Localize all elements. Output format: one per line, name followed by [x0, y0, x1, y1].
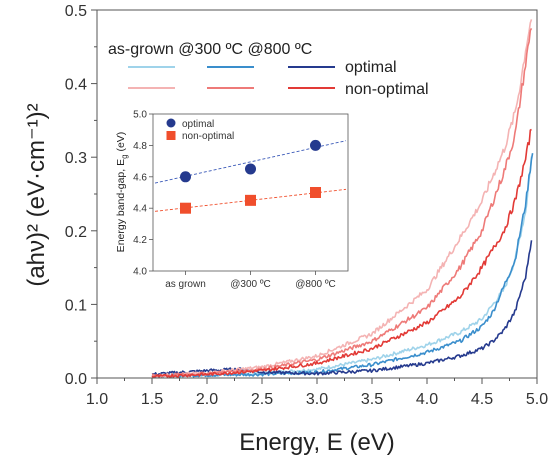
y-tick-label: 0.1: [65, 297, 87, 314]
inset-y-axis-title-subscript: g: [120, 154, 129, 158]
inset-legend-marker-optimal: [166, 118, 176, 128]
inset-point-optimal: [245, 163, 256, 175]
inset-y-axis-title-main: Energy band-gap, E: [115, 159, 127, 252]
inset-y-axis-title-unit: (eV): [115, 132, 127, 155]
legend-label-optimal: optimal: [345, 59, 397, 76]
inset-background: [108, 102, 358, 300]
inset-x-tick-label: @800 ºC: [295, 279, 336, 290]
inset-legend-label-optimal: optimal: [182, 119, 214, 130]
x-tick-label: 2.0: [196, 391, 218, 408]
series-line-3: [151, 19, 533, 378]
series-line-2: [151, 240, 533, 376]
inset-point-optimal: [180, 171, 191, 183]
series-line-1: [151, 153, 534, 378]
inset-point-non-optimal: [180, 202, 191, 214]
x-tick-label: 3.0: [306, 391, 328, 408]
y-tick-label: 0.2: [65, 224, 87, 241]
y-axis-title: (ahν)² (eV·cm⁻¹)²: [23, 103, 50, 286]
series-line-5: [151, 128, 532, 378]
inset-point-non-optimal: [245, 194, 256, 206]
x-tick-label: 4.5: [471, 391, 493, 408]
legend-header: as-grown @300 ºC @800 ºC: [108, 41, 312, 58]
legend-label-non-optimal: non-optimal: [345, 81, 429, 98]
main-plot-frame: [96, 9, 538, 379]
inset-x-tick-label: as grown: [165, 279, 206, 290]
inset-legend-label-non-optimal: non-optimal: [182, 131, 234, 142]
x-tick-label: 3.5: [361, 391, 383, 408]
inset-y-tick-label: 4.6: [133, 172, 147, 183]
y-tick-label: 0.0: [65, 371, 87, 388]
x-tick-label: 1.0: [86, 391, 108, 408]
inset-y-tick-label: 5.0: [133, 110, 147, 121]
inset-chart: 4.0 4.2 4.4 4.6 4.8 5.0 as grown @300 ºC @800 ºC…: [108, 102, 358, 300]
inset-y-tick-label: 4.8: [133, 141, 147, 152]
inset-plot-frame: [152, 113, 349, 272]
x-axis-title: Energy, E (eV): [239, 429, 395, 456]
inset-point-non-optimal: [310, 187, 321, 198]
y-tick-label: 0.5: [65, 3, 87, 20]
main-curves: [151, 19, 534, 378]
inset-y-axis-title: Energy band-gap, Eg (eV): [115, 132, 129, 253]
inset-y-tick-label: 4.2: [133, 235, 147, 246]
inset-y-tick-label: 4.4: [133, 204, 147, 215]
inset-legend-marker-non-optimal: [166, 131, 176, 140]
inset-legend: optimal non-optimal: [166, 118, 234, 142]
y-tick-label: 0.3: [65, 150, 87, 167]
y-tick-label: 0.4: [65, 77, 87, 94]
inset-x-tick-label: @300 ºC: [230, 279, 271, 290]
inset-y-tick-label: 4.0: [133, 267, 147, 278]
x-tick-label: 1.5: [141, 391, 163, 408]
x-tick-label: 4.0: [416, 391, 438, 408]
inset-point-optimal: [310, 139, 321, 151]
x-tick-label: 5.0: [526, 391, 548, 408]
legend: as-grown @300 ºC @800 ºC optimal non-opt…: [108, 41, 429, 98]
x-tick-label: 2.5: [251, 391, 273, 408]
